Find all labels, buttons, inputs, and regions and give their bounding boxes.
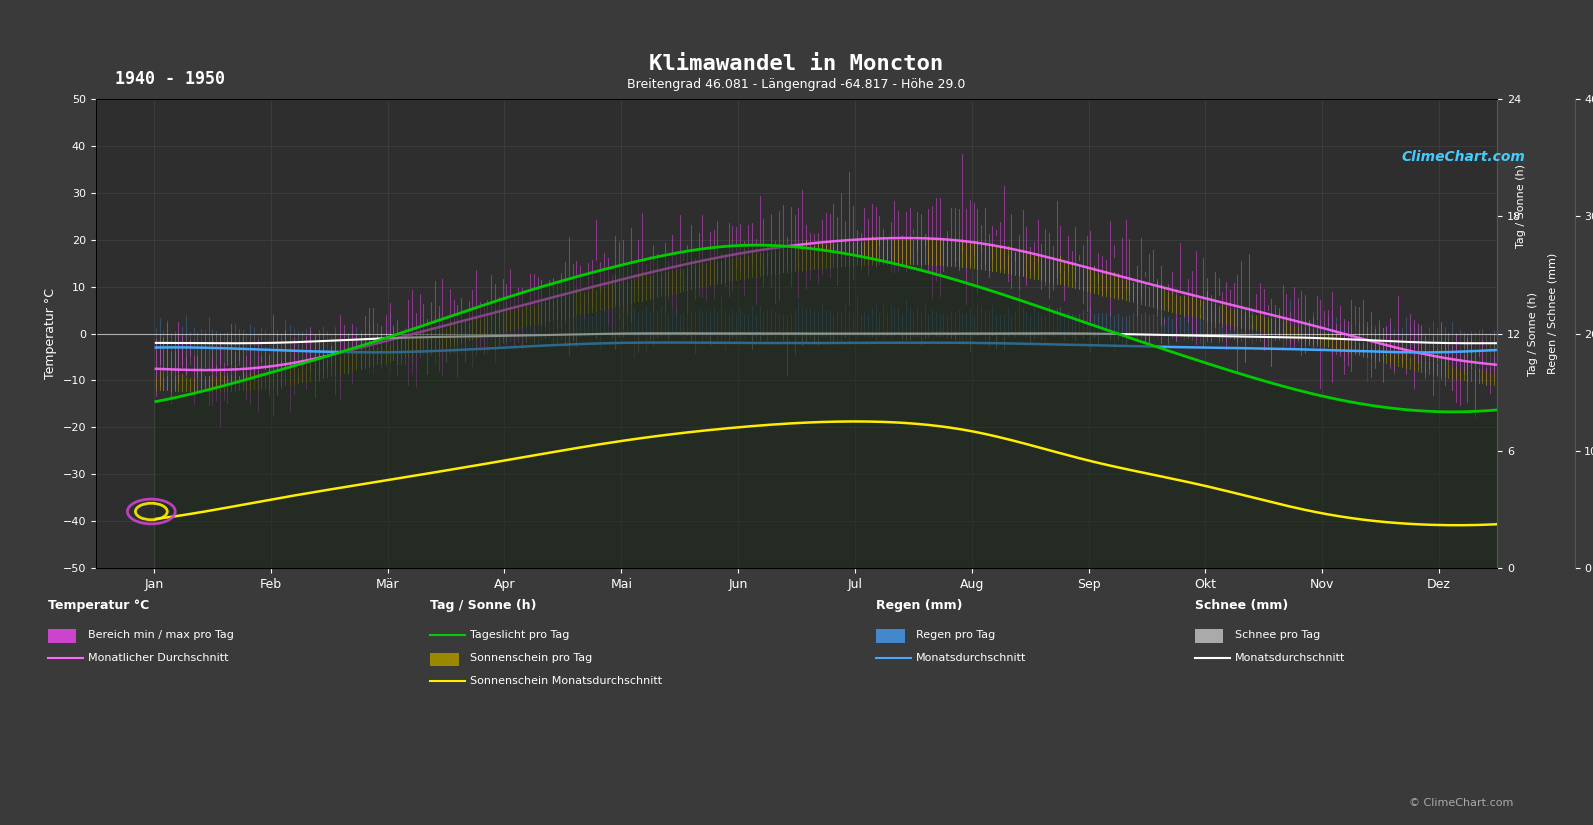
Text: Regen / Schnee (mm): Regen / Schnee (mm): [1548, 253, 1558, 374]
Text: Sonnenschein Monatsdurchschnitt: Sonnenschein Monatsdurchschnitt: [470, 676, 663, 686]
Text: Schnee (mm): Schnee (mm): [1195, 599, 1289, 612]
Text: Tag / Sonne (h): Tag / Sonne (h): [430, 599, 537, 612]
Text: Klimawandel in Moncton: Klimawandel in Moncton: [650, 54, 943, 73]
Text: Breitengrad 46.081 - Längengrad -64.817 - Höhe 29.0: Breitengrad 46.081 - Längengrad -64.817 …: [628, 78, 965, 92]
Text: Sonnenschein pro Tag: Sonnenschein pro Tag: [470, 653, 593, 663]
Text: Schnee pro Tag: Schnee pro Tag: [1235, 630, 1321, 640]
Text: Monatlicher Durchschnitt: Monatlicher Durchschnitt: [88, 653, 228, 663]
Text: © ClimeChart.com: © ClimeChart.com: [1408, 799, 1513, 808]
Text: 1940 - 1950: 1940 - 1950: [115, 70, 225, 88]
Text: Regen (mm): Regen (mm): [876, 599, 962, 612]
Text: Temperatur °C: Temperatur °C: [48, 599, 150, 612]
Text: Monatsdurchschnitt: Monatsdurchschnitt: [916, 653, 1026, 663]
Text: Tageslicht pro Tag: Tageslicht pro Tag: [470, 630, 569, 640]
Text: Tag / Sonne (h): Tag / Sonne (h): [1517, 164, 1526, 248]
Text: Bereich min / max pro Tag: Bereich min / max pro Tag: [88, 630, 234, 640]
Y-axis label: Tag / Sonne (h): Tag / Sonne (h): [1528, 291, 1539, 375]
Y-axis label: Temperatur °C: Temperatur °C: [43, 288, 57, 379]
Text: ClimeChart.com: ClimeChart.com: [1402, 150, 1526, 163]
Text: Monatsdurchschnitt: Monatsdurchschnitt: [1235, 653, 1344, 663]
Text: Regen pro Tag: Regen pro Tag: [916, 630, 996, 640]
